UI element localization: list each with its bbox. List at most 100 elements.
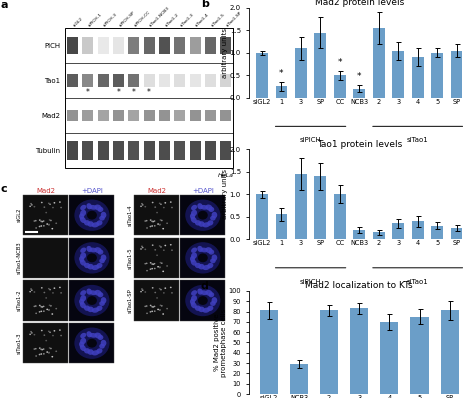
Bar	[144, 74, 155, 87]
Bar	[205, 74, 216, 87]
Circle shape	[40, 306, 42, 308]
Circle shape	[152, 221, 154, 222]
Circle shape	[41, 202, 43, 203]
Ellipse shape	[195, 220, 201, 226]
Bar	[441, 310, 459, 394]
Bar	[82, 110, 93, 121]
Circle shape	[29, 205, 31, 207]
Title: Mad2 protein levels: Mad2 protein levels	[315, 0, 404, 7]
Circle shape	[60, 335, 62, 336]
Circle shape	[50, 305, 52, 306]
Circle shape	[50, 220, 52, 221]
Bar	[144, 37, 155, 54]
Ellipse shape	[197, 246, 203, 252]
Bar	[128, 74, 139, 87]
Text: *: *	[357, 72, 362, 82]
Circle shape	[162, 313, 164, 315]
Bar	[134, 195, 179, 235]
Circle shape	[30, 331, 32, 332]
Ellipse shape	[191, 252, 197, 259]
Text: Tubulin: Tubulin	[35, 148, 60, 154]
Bar	[134, 281, 179, 321]
Bar	[190, 37, 201, 54]
Ellipse shape	[87, 221, 94, 227]
Text: siPICH-3: siPICH-3	[103, 12, 118, 27]
Circle shape	[44, 292, 45, 293]
Circle shape	[160, 304, 162, 306]
Circle shape	[34, 334, 36, 336]
Circle shape	[152, 287, 154, 289]
Circle shape	[49, 219, 51, 221]
Text: Mad2: Mad2	[36, 188, 55, 194]
Circle shape	[49, 332, 51, 333]
Ellipse shape	[86, 331, 92, 338]
Circle shape	[48, 224, 50, 226]
Text: *: *	[86, 88, 90, 96]
Circle shape	[59, 329, 61, 331]
Circle shape	[166, 265, 168, 267]
Ellipse shape	[191, 248, 197, 253]
Circle shape	[48, 309, 50, 310]
Bar	[314, 176, 326, 239]
Circle shape	[29, 291, 31, 293]
Ellipse shape	[197, 203, 203, 209]
Text: siTao1-4: siTao1-4	[195, 12, 210, 27]
Ellipse shape	[205, 290, 212, 296]
Bar	[314, 33, 326, 98]
Circle shape	[41, 221, 43, 222]
Bar	[82, 141, 93, 160]
Ellipse shape	[198, 296, 208, 305]
Circle shape	[154, 220, 155, 222]
Bar	[205, 141, 216, 160]
Ellipse shape	[202, 222, 210, 227]
Text: siTao1-4: siTao1-4	[128, 205, 133, 226]
Circle shape	[48, 330, 50, 332]
Text: siTao1-3: siTao1-3	[180, 12, 195, 27]
Circle shape	[145, 291, 146, 293]
Circle shape	[145, 306, 146, 307]
Circle shape	[170, 244, 172, 246]
Circle shape	[39, 347, 41, 349]
Ellipse shape	[87, 349, 94, 355]
Bar	[174, 110, 185, 121]
Circle shape	[159, 266, 161, 268]
Ellipse shape	[86, 246, 92, 252]
Ellipse shape	[80, 248, 86, 253]
Circle shape	[31, 204, 33, 206]
Ellipse shape	[98, 335, 103, 340]
Bar	[220, 74, 231, 87]
Y-axis label: % Mad2 positive
prometaphase cells: % Mad2 positive prometaphase cells	[214, 308, 227, 377]
Ellipse shape	[100, 340, 106, 346]
Ellipse shape	[80, 259, 86, 266]
Circle shape	[160, 219, 162, 221]
Ellipse shape	[94, 205, 101, 211]
Bar	[180, 281, 225, 321]
Text: siTao1-SP: siTao1-SP	[226, 10, 243, 27]
Ellipse shape	[211, 254, 217, 261]
Text: HeLa: HeLa	[218, 173, 233, 178]
Bar	[220, 110, 231, 121]
Circle shape	[170, 287, 172, 288]
Circle shape	[151, 268, 153, 269]
Circle shape	[40, 220, 42, 222]
Ellipse shape	[87, 296, 97, 305]
Ellipse shape	[198, 264, 205, 269]
Bar	[144, 110, 155, 121]
Ellipse shape	[207, 263, 213, 268]
Bar	[113, 110, 124, 121]
Bar	[190, 141, 201, 160]
Text: siTao1-5: siTao1-5	[128, 247, 133, 269]
Circle shape	[55, 222, 57, 224]
Circle shape	[151, 220, 153, 222]
Circle shape	[146, 312, 148, 314]
Ellipse shape	[197, 289, 203, 295]
Circle shape	[171, 292, 173, 294]
Circle shape	[51, 313, 53, 315]
Circle shape	[43, 225, 45, 226]
Circle shape	[39, 219, 41, 221]
Bar	[451, 228, 463, 239]
Bar	[134, 238, 179, 278]
Bar	[69, 323, 114, 363]
Ellipse shape	[185, 242, 220, 273]
Circle shape	[166, 222, 168, 224]
